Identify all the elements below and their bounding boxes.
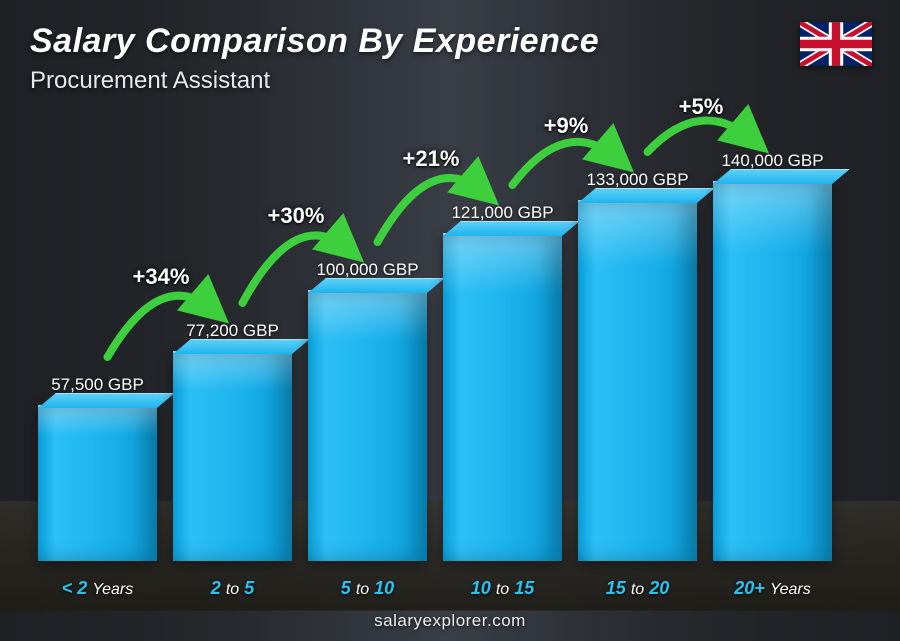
bar-wrap: 140,000 GBP <box>713 151 832 561</box>
bar-value-label: 77,200 GBP <box>186 321 279 341</box>
category-label: 2 to 5 <box>173 578 292 599</box>
uk-flag-icon <box>800 22 872 66</box>
bar-wrap: 57,500 GBP <box>38 375 157 561</box>
bar <box>173 351 292 561</box>
footer-credit: salaryexplorer.com <box>0 611 900 631</box>
bar-wrap: 121,000 GBP <box>443 203 562 561</box>
bar <box>38 405 157 561</box>
increase-percentage: +30% <box>268 203 325 229</box>
category-axis: < 2 Years 2 to 5 5 to 10 10 to 15 15 to 20 20… <box>30 578 840 599</box>
bar-wrap: 133,000 GBP <box>578 170 697 561</box>
bar <box>443 233 562 561</box>
bar-wrap: 77,200 GBP <box>173 321 292 561</box>
bar <box>308 290 427 561</box>
increase-percentage: +5% <box>679 94 724 120</box>
bar-value-label: 57,500 GBP <box>51 375 144 395</box>
category-label: 20+ Years <box>713 578 832 599</box>
bar-value-label: 121,000 GBP <box>451 203 553 223</box>
bar-value-label: 140,000 GBP <box>721 151 823 171</box>
category-label: 5 to 10 <box>308 578 427 599</box>
bar <box>713 181 832 561</box>
page-subtitle: Procurement Assistant <box>30 67 599 95</box>
bar-wrap: 100,000 GBP <box>308 260 427 561</box>
increase-percentage: +9% <box>544 113 589 139</box>
increase-percentage: +34% <box>133 264 190 290</box>
page-title: Salary Comparison By Experience <box>30 22 599 61</box>
category-label: < 2 Years <box>38 578 157 599</box>
category-label: 15 to 20 <box>578 578 697 599</box>
bar <box>578 200 697 561</box>
bar-chart: 57,500 GBP 77,200 GBP 100,000 GBP 121,000 G… <box>30 140 840 561</box>
category-label: 10 to 15 <box>443 578 562 599</box>
bar-value-label: 133,000 GBP <box>586 170 688 190</box>
bar-value-label: 100,000 GBP <box>316 260 418 280</box>
increase-percentage: +21% <box>403 146 460 172</box>
header: Salary Comparison By Experience Procurem… <box>30 22 599 95</box>
